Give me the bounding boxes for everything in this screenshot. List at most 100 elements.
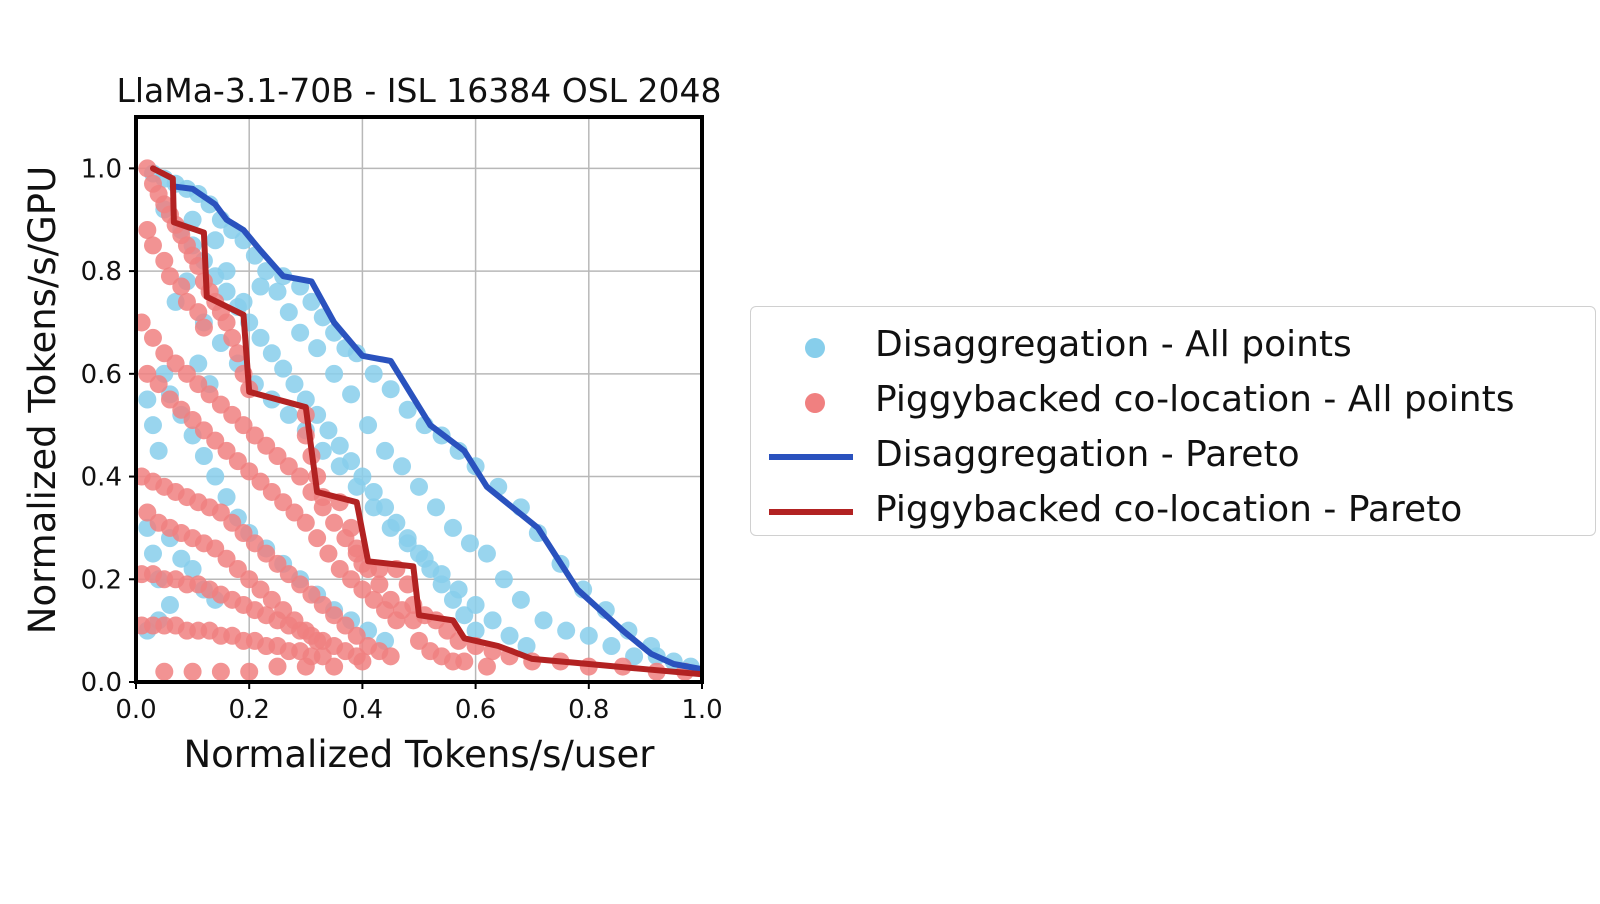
data-point bbox=[149, 375, 168, 394]
legend-item-disaggregation-pareto: Disaggregation - Pareto bbox=[751, 429, 1595, 483]
x-tick-label: 0.8 bbox=[568, 695, 609, 725]
data-point bbox=[330, 436, 349, 455]
data-point bbox=[534, 611, 553, 630]
data-point bbox=[262, 344, 281, 363]
data-point bbox=[460, 534, 479, 553]
x-tick-label: 0.0 bbox=[115, 695, 156, 725]
data-point bbox=[136, 313, 151, 332]
data-point bbox=[149, 441, 168, 460]
data-point bbox=[291, 467, 310, 486]
legend-item-disaggregation-points: Disaggregation - All points bbox=[751, 319, 1595, 373]
data-point bbox=[466, 595, 485, 614]
data-point bbox=[432, 565, 451, 584]
data-point bbox=[415, 549, 434, 568]
data-point bbox=[359, 416, 378, 435]
data-point bbox=[251, 277, 270, 296]
legend-label: Disaggregation - Pareto bbox=[875, 434, 1300, 475]
data-point bbox=[449, 580, 468, 599]
data-point bbox=[511, 590, 530, 609]
data-point bbox=[143, 416, 162, 435]
data-point bbox=[138, 221, 157, 239]
y-axis-label: Normalized Tokens/s/GPU bbox=[21, 166, 64, 634]
data-point bbox=[206, 231, 225, 250]
data-point bbox=[257, 262, 276, 281]
data-point bbox=[387, 611, 406, 630]
y-tick-label: 0.8 bbox=[81, 257, 122, 287]
data-point bbox=[342, 385, 361, 404]
data-point bbox=[155, 251, 174, 270]
data-point bbox=[160, 595, 179, 614]
data-point bbox=[398, 400, 417, 419]
x-tick-label: 0.4 bbox=[342, 695, 383, 725]
data-point bbox=[426, 498, 445, 517]
data-point bbox=[296, 657, 315, 676]
data-point bbox=[302, 292, 321, 311]
data-point bbox=[353, 652, 372, 671]
data-point bbox=[279, 405, 298, 424]
legend: Disaggregation - All points Piggybacked … bbox=[750, 306, 1596, 536]
data-point bbox=[477, 657, 496, 676]
data-point bbox=[143, 236, 162, 255]
data-point bbox=[393, 457, 412, 476]
x-tick-label: 0.2 bbox=[229, 695, 270, 725]
data-point bbox=[217, 262, 236, 281]
data-point bbox=[381, 518, 400, 537]
data-point bbox=[217, 313, 236, 332]
legend-dot-icon bbox=[763, 374, 847, 428]
data-point bbox=[455, 652, 474, 671]
data-point bbox=[251, 328, 270, 347]
data-point bbox=[308, 529, 327, 548]
data-point bbox=[211, 662, 230, 681]
data-point bbox=[274, 359, 293, 378]
data-point bbox=[557, 621, 576, 640]
data-point bbox=[279, 303, 298, 322]
x-axis-label: Normalized Tokens/s/user bbox=[183, 733, 655, 776]
data-point bbox=[172, 277, 191, 296]
data-point bbox=[155, 662, 174, 681]
data-point bbox=[143, 328, 162, 347]
legend-dot-icon bbox=[763, 319, 847, 373]
data-point bbox=[194, 318, 213, 337]
data-point bbox=[364, 364, 383, 383]
chart-title: LlaMa-3.1-70B - ISL 16384 OSL 2048 bbox=[116, 71, 721, 110]
data-point bbox=[138, 390, 157, 409]
legend-line-icon bbox=[763, 484, 853, 538]
data-point bbox=[370, 575, 389, 594]
data-point bbox=[342, 518, 361, 537]
data-point bbox=[319, 421, 338, 440]
data-point bbox=[183, 560, 202, 578]
piggybacked-pareto-line bbox=[150, 165, 702, 678]
data-point bbox=[268, 282, 287, 301]
data-point bbox=[443, 518, 462, 537]
x-tick-label: 0.6 bbox=[455, 695, 496, 725]
data-point bbox=[483, 611, 502, 630]
disaggregation-pareto-line bbox=[169, 183, 702, 673]
data-point bbox=[410, 477, 428, 496]
data-point bbox=[189, 303, 208, 322]
data-point bbox=[376, 441, 395, 460]
data-point bbox=[347, 539, 366, 558]
data-point bbox=[308, 339, 327, 358]
x-tick-label: 1.0 bbox=[681, 695, 722, 725]
data-point bbox=[579, 626, 598, 645]
y-tick-label: 0.0 bbox=[81, 668, 122, 698]
data-point bbox=[466, 621, 485, 640]
data-point bbox=[347, 477, 366, 496]
legend-label: Piggybacked co-location - Pareto bbox=[875, 489, 1463, 530]
data-point bbox=[381, 647, 400, 666]
data-point bbox=[138, 159, 157, 178]
data-point bbox=[143, 544, 162, 563]
data-point bbox=[517, 637, 536, 656]
y-tick-label: 0.2 bbox=[81, 565, 122, 595]
data-point bbox=[206, 467, 225, 486]
axis-ticks: 0.0 0.2 0.4 0.6 0.8 1.0 0.0 0.2 0.4 0.6 0.8 1.0 bbox=[81, 154, 723, 725]
data-point bbox=[291, 323, 310, 342]
data-point bbox=[234, 292, 253, 311]
data-point bbox=[381, 380, 400, 399]
data-point bbox=[223, 328, 242, 347]
data-point bbox=[285, 375, 304, 394]
legend-line-icon bbox=[763, 429, 853, 483]
legend-label: Disaggregation - All points bbox=[875, 324, 1352, 365]
data-point bbox=[325, 364, 344, 383]
